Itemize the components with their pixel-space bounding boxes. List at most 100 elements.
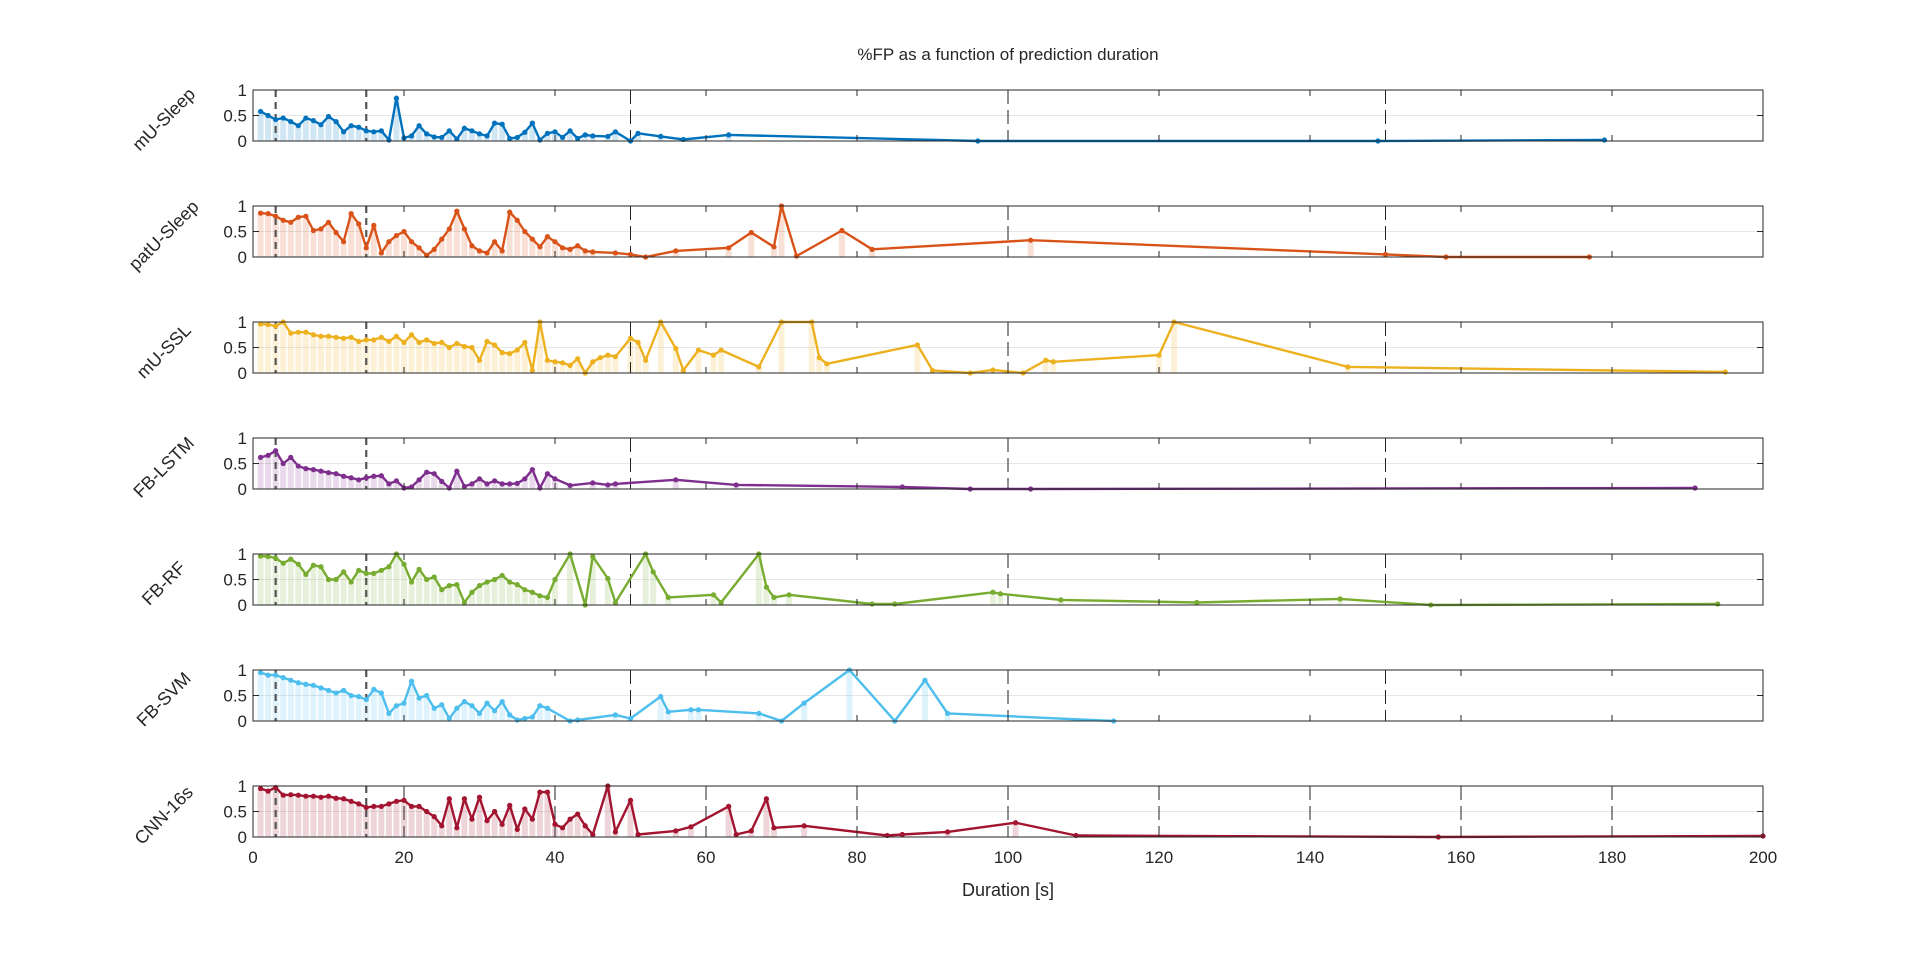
bar-mark [604, 786, 611, 837]
bar-mark [401, 231, 407, 257]
bar-mark [1171, 322, 1178, 373]
bar-mark [574, 358, 581, 373]
bar-mark [506, 805, 513, 837]
data-point [469, 128, 475, 134]
data-point [605, 133, 611, 140]
bar-mark [650, 571, 657, 605]
bar-mark [718, 350, 725, 373]
bar-mark [506, 582, 513, 605]
bar-mark [801, 825, 808, 837]
data-point [439, 587, 445, 593]
bar-mark [287, 333, 294, 373]
data-point [295, 463, 301, 469]
data-point [1012, 820, 1019, 826]
data-point [997, 591, 1004, 597]
data-point [635, 130, 641, 136]
bar-mark [476, 360, 483, 373]
bar-mark [317, 228, 324, 257]
data-point [333, 119, 339, 125]
bar-mark [989, 592, 996, 605]
bar-mark [355, 223, 362, 257]
bar-mark [438, 589, 445, 605]
bar-mark [310, 120, 317, 141]
data-point [529, 714, 535, 720]
data-point [325, 470, 332, 476]
y-tick-label: 0 [238, 480, 247, 499]
bar-mark [582, 825, 589, 837]
bar-mark [846, 670, 853, 721]
data-point [401, 797, 407, 803]
bar-mark [514, 350, 521, 373]
bar-mark [295, 795, 302, 837]
bar-mark [355, 696, 362, 721]
y-tick-label: 1 [238, 81, 247, 100]
bar-mark [363, 477, 370, 489]
bar-mark [265, 791, 272, 837]
bar-mark [552, 579, 558, 605]
data-point [529, 589, 535, 595]
data-point [325, 687, 332, 694]
data-point [469, 243, 475, 249]
bar-mark [491, 480, 498, 489]
data-point [446, 796, 452, 802]
bar-mark [378, 806, 385, 837]
data-point [446, 715, 452, 722]
bar-mark [544, 133, 551, 141]
bar-mark [914, 344, 921, 373]
bar-mark [302, 118, 309, 141]
data-point [341, 473, 347, 479]
bar-mark [476, 713, 483, 721]
bar-mark [295, 466, 302, 489]
data-point [627, 251, 634, 258]
data-point [499, 821, 505, 827]
data-point [461, 796, 467, 802]
data-point [514, 217, 520, 223]
bar-mark [370, 806, 377, 837]
bar-mark [317, 471, 324, 489]
bar-mark [355, 570, 362, 605]
bar-mark [725, 134, 732, 141]
data-point [590, 133, 596, 139]
bar-mark [499, 352, 506, 373]
data-point [303, 466, 309, 472]
data-point [544, 471, 551, 477]
bar-mark [544, 236, 551, 257]
data-point [718, 599, 724, 606]
data-point [514, 826, 520, 832]
data-point [356, 801, 362, 807]
data-point [552, 476, 558, 482]
bar-mark [355, 127, 362, 141]
bar-mark [310, 796, 317, 837]
bar-mark [642, 554, 649, 605]
data-point [590, 553, 596, 560]
data-point [386, 801, 392, 807]
data-point [627, 715, 634, 722]
bar-mark [385, 566, 392, 605]
data-point [348, 123, 354, 129]
bar-mark [446, 130, 453, 141]
bar-mark [589, 361, 596, 373]
data-point [522, 476, 528, 482]
data-point [454, 340, 460, 347]
data-point [771, 244, 777, 250]
bar-mark [786, 594, 793, 605]
data-point [824, 361, 830, 367]
data-point [378, 250, 384, 256]
data-point [371, 570, 377, 576]
bar-mark [755, 366, 762, 373]
data-point [590, 359, 596, 365]
bar-mark [521, 808, 528, 837]
data-point [575, 135, 581, 142]
data-point [424, 131, 430, 137]
bar-mark [348, 582, 355, 605]
data-point [597, 355, 603, 361]
data-point [816, 355, 822, 361]
data-point [386, 239, 392, 245]
bar-mark [385, 803, 392, 837]
y-tick-label: 1 [238, 661, 247, 680]
subplot-patu-sleep: 0 0.5 1 patU-Sleep [125, 196, 1764, 274]
data-point [590, 831, 596, 838]
bar-mark [491, 710, 498, 721]
data-point [318, 122, 324, 128]
bar-mark [340, 338, 347, 373]
